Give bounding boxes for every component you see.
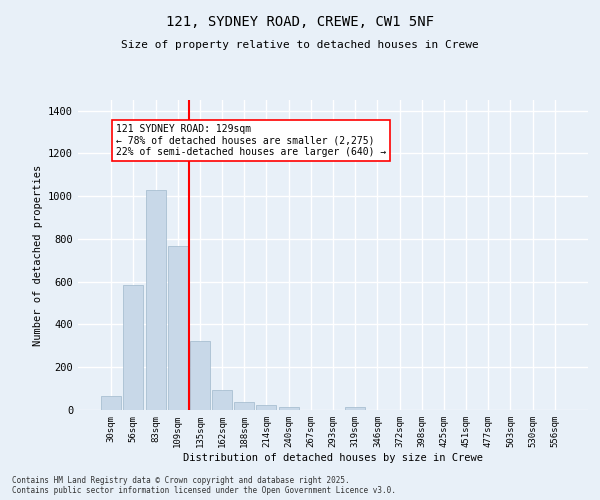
Bar	[345, 407, 365, 410]
Bar	[124, 285, 143, 410]
Bar	[212, 390, 232, 410]
X-axis label: Distribution of detached houses by size in Crewe: Distribution of detached houses by size …	[183, 452, 483, 462]
Bar	[101, 396, 121, 410]
Bar	[234, 402, 254, 410]
Text: Contains HM Land Registry data © Crown copyright and database right 2025.
Contai: Contains HM Land Registry data © Crown c…	[12, 476, 396, 495]
Bar	[190, 340, 210, 410]
Bar	[168, 246, 188, 410]
Y-axis label: Number of detached properties: Number of detached properties	[32, 164, 43, 346]
Bar	[278, 407, 299, 410]
Text: 121, SYDNEY ROAD, CREWE, CW1 5NF: 121, SYDNEY ROAD, CREWE, CW1 5NF	[166, 15, 434, 29]
Bar	[146, 190, 166, 410]
Text: 121 SYDNEY ROAD: 129sqm
← 78% of detached houses are smaller (2,275)
22% of semi: 121 SYDNEY ROAD: 129sqm ← 78% of detache…	[116, 124, 386, 156]
Text: Size of property relative to detached houses in Crewe: Size of property relative to detached ho…	[121, 40, 479, 50]
Bar	[256, 404, 277, 410]
